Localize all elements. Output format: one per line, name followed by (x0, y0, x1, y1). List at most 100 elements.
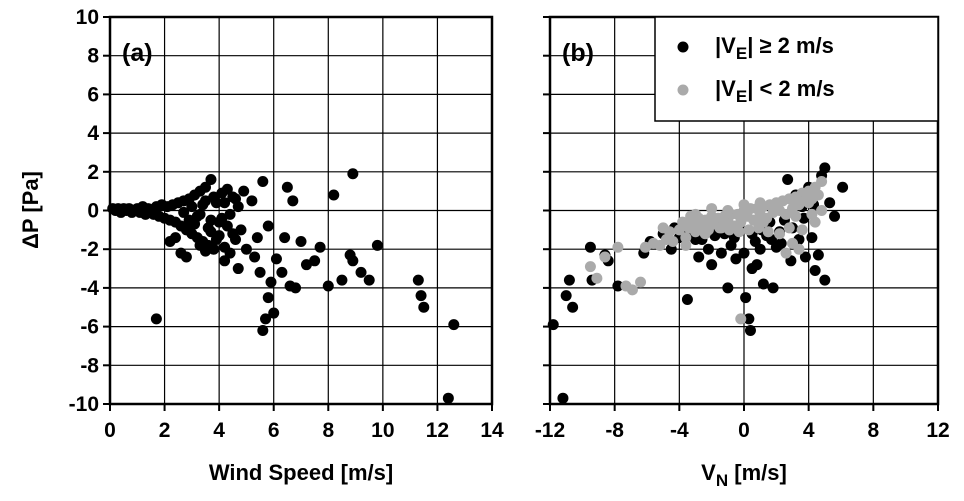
data-point-series-1 (685, 210, 697, 222)
data-point-series-1 (735, 313, 747, 325)
x-tick-label: 12 (926, 419, 949, 442)
data-point-series-1 (783, 222, 795, 234)
data-point-series-0 (262, 220, 274, 232)
data-point-series-0 (806, 232, 818, 244)
data-point-series-0 (336, 274, 348, 286)
data-point-series-0 (584, 241, 596, 253)
data-point-series-0 (715, 247, 727, 259)
legend-0-tail: | ≥ 2 m/s (747, 33, 834, 58)
y-tick-label: -4 (80, 277, 99, 300)
data-point-series-0 (230, 193, 242, 205)
data-point-series-0 (757, 278, 769, 290)
x-tick-label: 4 (213, 419, 225, 442)
data-point-series-0 (251, 232, 263, 244)
data-point-series-0 (249, 251, 261, 263)
data-point-series-1 (803, 197, 815, 209)
data-point-series-0 (295, 235, 307, 247)
data-point-series-1 (770, 201, 782, 213)
legend-0-main: |V (715, 33, 736, 58)
data-point-series-0 (290, 282, 302, 294)
data-point-series-0 (208, 191, 220, 203)
data-point-series-0 (232, 263, 244, 275)
data-point-series-1 (584, 261, 596, 273)
data-point-series-1 (626, 284, 638, 296)
data-point-series-1 (816, 175, 828, 187)
data-point-series-0 (227, 228, 239, 240)
x-label-sub: N (716, 471, 728, 490)
x-tick-label: 0 (104, 419, 116, 442)
data-point-series-0 (260, 313, 272, 325)
data-point-series-0 (328, 189, 340, 201)
data-point-series-1 (635, 276, 647, 288)
data-point-series-0 (205, 214, 217, 226)
data-point-series-0 (257, 324, 269, 336)
x-tick-label: 0 (738, 419, 750, 442)
data-point-series-0 (347, 168, 359, 180)
x-tick-label: 12 (426, 419, 449, 442)
data-point-series-0 (767, 282, 779, 294)
data-point-series-1 (706, 203, 718, 215)
data-point-series-1 (793, 243, 805, 255)
data-point-series-0 (219, 197, 231, 209)
data-point-series-0 (235, 224, 247, 236)
legend-1-main: |V (715, 76, 736, 101)
data-point-series-0 (754, 243, 766, 255)
data-point-series-0 (448, 319, 460, 331)
data-point-series-1 (699, 228, 711, 240)
panel-b-x-axis-label: VN [m/s] (701, 460, 787, 490)
data-point-series-0 (819, 162, 831, 174)
panel-b-ticks: -12 -8 -4 0 4 8 12 (535, 16, 950, 442)
data-point-series-0 (812, 249, 824, 261)
data-point-series-0 (200, 245, 211, 257)
panel-a-x-axis-label: Wind Speed [m/s] (209, 460, 393, 485)
y-tick-label: 4 (87, 122, 99, 145)
data-point-series-0 (262, 292, 274, 304)
legend-box (654, 16, 939, 122)
data-point-series-1 (733, 226, 745, 238)
data-point-series-1 (612, 241, 624, 253)
data-point-series-0 (681, 294, 693, 306)
legend-marker-ve-ge-2 (677, 41, 689, 53)
data-point-series-1 (812, 189, 824, 201)
y-tick-label: 8 (87, 45, 99, 68)
data-point-series-0 (287, 195, 299, 207)
x-tick-label: -12 (535, 419, 565, 442)
data-point-series-1 (754, 197, 766, 209)
data-point-series-0 (563, 274, 575, 286)
x-tick-label: 2 (159, 419, 171, 442)
data-point-series-0 (186, 201, 198, 213)
data-point-series-0 (265, 276, 277, 288)
data-point-series-0 (200, 181, 211, 193)
data-point-series-0 (442, 392, 454, 404)
data-point-series-0 (200, 195, 211, 207)
panel-b-label: (b) (562, 39, 594, 67)
data-point-series-0 (183, 214, 195, 226)
y-tick-label: 10 (76, 6, 99, 29)
data-point-series-0 (738, 247, 750, 259)
legend-marker-ve-lt-2 (677, 84, 689, 96)
data-point-series-0 (347, 255, 359, 267)
data-point-series-1 (743, 224, 755, 236)
panel-a-label: (a) (122, 39, 153, 67)
legend-entry-ve-ge-2: |VE| ≥ 2 m/s (715, 33, 834, 63)
data-point-series-0 (221, 220, 233, 232)
data-point-series-0 (240, 243, 252, 255)
data-point-series-0 (254, 266, 266, 278)
x-tick-label: 6 (268, 419, 280, 442)
y-tick-label: -8 (80, 354, 99, 377)
data-point-series-0 (322, 280, 334, 292)
panel-a-wind-speed: 0 2 4 6 8 10 12 14 -10 -8 -6 -4 -2 0 2 4 6 8 10 (a) Wind S… (69, 6, 504, 485)
data-point-series-0 (829, 210, 841, 222)
data-point-series-1 (738, 199, 750, 211)
panel-b-vn: -12 -8 -4 0 4 8 12 (b) VN [m/s] |VE| ≥ 2 m/s |… (535, 15, 950, 490)
data-point-series-0 (560, 290, 572, 302)
data-point-series-1 (806, 208, 818, 220)
legend-entry-ve-lt-2: |VE| < 2 m/s (715, 76, 835, 106)
data-point-series-0 (557, 392, 569, 404)
data-point-series-0 (276, 266, 288, 278)
data-point-series-0 (178, 206, 190, 218)
x-tick-label: 8 (867, 419, 879, 442)
x-tick-label: -4 (670, 419, 689, 442)
data-point-series-0 (743, 313, 755, 325)
